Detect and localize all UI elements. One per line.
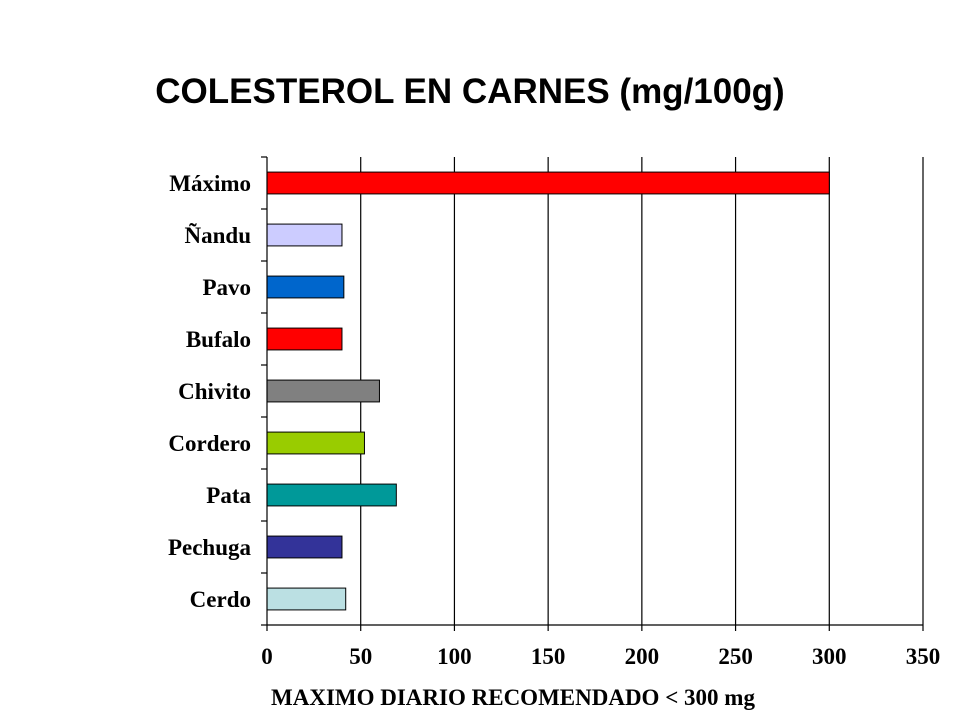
category-labels: Máximo Ñandu Pavo Bufalo Chivito Cordero Pata P… <box>168 171 252 612</box>
x-tick-label: 0 <box>261 644 273 669</box>
x-tick-labels: 0 50 100 150 200 250 300 350 <box>261 644 940 669</box>
category-label: Ñandu <box>185 223 252 248</box>
bar-pata <box>266 483 397 507</box>
x-tick-label: 50 <box>349 644 372 669</box>
category-label: Bufalo <box>186 327 251 352</box>
category-label: Chivito <box>178 379 251 404</box>
bar-bufalo <box>266 327 343 351</box>
chart-title: COLESTEROL EN CARNES (mg/100g) <box>155 72 785 111</box>
bar-ñandu <box>266 223 343 247</box>
gridlines <box>360 157 924 625</box>
x-tick-label: 250 <box>718 644 753 669</box>
x-tick-label: 200 <box>625 644 660 669</box>
category-label: Pechuga <box>168 535 252 560</box>
bar-cerdo <box>266 587 347 611</box>
category-label: Pata <box>206 483 251 508</box>
bar-máximo <box>266 171 830 195</box>
bar-chivito <box>266 379 380 403</box>
category-label: Máximo <box>169 171 251 196</box>
bars <box>266 171 830 611</box>
footnote: MAXIMO DIARIO RECOMENDADO < 300 mg <box>271 685 755 710</box>
x-tick-label: 150 <box>531 644 566 669</box>
category-label: Cerdo <box>190 587 251 612</box>
category-label: Cordero <box>168 431 251 456</box>
bar-pechuga <box>266 535 343 559</box>
x-tick-label: 300 <box>812 644 847 669</box>
bar-cordero <box>266 431 365 455</box>
category-label: Pavo <box>202 275 251 300</box>
x-tick-label: 350 <box>906 644 941 669</box>
axes <box>261 156 924 631</box>
x-tick-label: 100 <box>437 644 472 669</box>
bar-pavo <box>266 275 345 299</box>
